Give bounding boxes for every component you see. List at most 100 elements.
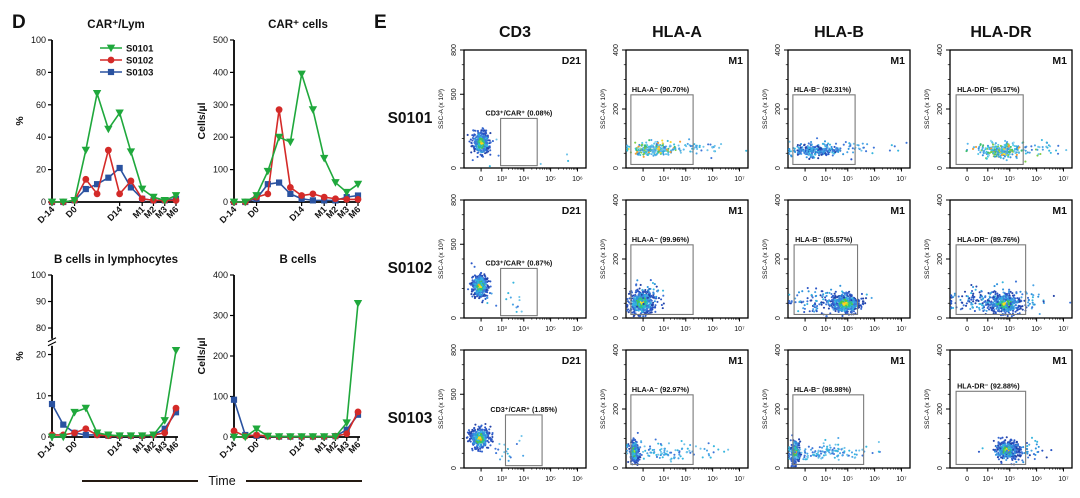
series-marker — [252, 425, 261, 434]
gate-rectangle — [792, 94, 856, 166]
y-tick-label: 10 — [36, 391, 46, 401]
x-tick-label: 10⁷ — [896, 476, 907, 483]
flow-plot-cell: SSC-A (x 10³) 0 500 800 0 10³ 10⁴ 10⁵ 10⁶ CD3⁺/CA… — [434, 344, 596, 494]
y-tick-label: 200 — [613, 103, 620, 115]
x-tick-label: 10⁴ — [820, 326, 831, 333]
x-tick-label: D14 — [105, 439, 124, 458]
x-tick-label: D0 — [246, 204, 261, 219]
flow-grid-corner-spacer — [386, 4, 434, 44]
x-tick-label: 10⁴ — [518, 176, 529, 183]
x-tick-label: 10⁵ — [842, 176, 853, 183]
y-tick-label: 0 — [775, 466, 782, 470]
x-tick-label: 10⁴ — [982, 476, 993, 483]
series-marker — [309, 190, 317, 198]
series-marker — [331, 179, 340, 187]
y-tick-label: 0 — [775, 316, 782, 320]
x-tick-label: 10⁶ — [707, 476, 718, 483]
series-marker — [127, 184, 135, 191]
x-tick-label: 10⁵ — [1004, 176, 1015, 183]
x-tick-label: M6 — [164, 204, 180, 220]
y-axis-title: SSC-A (x 10³) — [600, 389, 607, 429]
series-marker — [93, 190, 101, 198]
gate-rectangle — [955, 94, 1024, 166]
plot-frame — [625, 349, 749, 469]
y-tick-label: 800 — [451, 44, 458, 56]
y-tick-label: 0 — [451, 466, 458, 470]
x-tick-label: 10⁶ — [1031, 476, 1042, 483]
x-tick-label: 10⁵ — [1004, 326, 1015, 333]
x-tick-label: 10³ — [497, 176, 508, 183]
flow-plot-s0101-hla-dr: SSC-A (x 10³) 0 200 400 0 10⁴ 10⁵ 10⁶ 10⁷ HLA-DR⁻… — [924, 44, 1073, 183]
y-tick-label: 200 — [775, 253, 782, 265]
gate-label: HLA-DR⁻ (92.88%) — [957, 381, 1020, 390]
x-tick-label: 0 — [965, 326, 969, 333]
x-tick-label: 10⁷ — [896, 176, 907, 183]
column-header-hla-dr: HLA-DR — [970, 24, 1032, 41]
x-tick-label: 0 — [965, 476, 969, 483]
x-tick-label: 0 — [803, 326, 807, 333]
series-line — [52, 149, 176, 203]
axis-break — [47, 341, 57, 347]
x-tick-label: 10⁷ — [1058, 476, 1069, 483]
series-marker — [106, 44, 116, 53]
chart-title-car-cells: CAR⁺ cells — [268, 19, 328, 31]
x-tick-label: D-14 — [218, 204, 239, 225]
y-tick-label: 0 — [41, 432, 46, 442]
x-tick-label: M6 — [346, 439, 362, 455]
legend-label: S0103 — [126, 68, 153, 79]
y-tick-label: 0 — [613, 316, 620, 320]
series-marker — [82, 425, 90, 433]
y-tick-label: 20 — [36, 165, 46, 175]
y-axis-title: SSC-A (x 10³) — [924, 239, 931, 279]
series-marker — [115, 432, 124, 440]
y-axis-title: % — [14, 116, 26, 126]
x-tick-label: D-14 — [36, 439, 57, 460]
series-marker — [353, 299, 363, 308]
x-tick-label: 0 — [641, 176, 645, 183]
flow-plot-s0103-cd3: SSC-A (x 10³) 0 500 800 0 10³ 10⁴ 10⁵ 10⁶ CD3⁺/CA… — [438, 344, 587, 483]
flow-plot-cell: SSC-A (x 10³) 0 200 400 0 10⁴ 10⁵ 10⁶ 10⁷ HLA-B⁻ … — [758, 194, 920, 344]
series-marker — [252, 192, 261, 200]
gate-rectangle — [630, 394, 694, 466]
legend-label: S0101 — [126, 44, 154, 55]
series-marker — [229, 198, 239, 207]
timepoint-label: M1 — [1052, 55, 1067, 67]
time-axis-label: Time — [208, 474, 236, 488]
time-axis: Time — [82, 474, 363, 488]
series-marker — [297, 70, 306, 79]
series-marker — [149, 193, 158, 202]
y-tick-label: 0 — [41, 197, 46, 207]
gate-label: HLA-B⁻ (92.31%) — [794, 85, 852, 94]
gate-label: HLA-A⁻ (99.96%) — [632, 235, 690, 244]
series-marker — [171, 192, 181, 200]
series-line — [234, 73, 359, 203]
x-tick-label: D14 — [105, 204, 124, 223]
gate-label: HLA-B⁻ (85.57%) — [795, 235, 853, 244]
series-marker — [126, 432, 136, 440]
series-marker — [160, 196, 169, 205]
gate-rectangle — [793, 244, 859, 316]
series-marker — [137, 185, 147, 194]
y-tick-label: 500 — [451, 238, 458, 250]
y-tick-label: 200 — [613, 253, 620, 265]
y-tick-label: 100 — [31, 270, 46, 280]
flow-plot-cell: SSC-A (x 10³) 0 200 400 0 10⁴ 10⁵ 10⁶ 10⁷ HLA-DR⁻… — [920, 344, 1080, 494]
y-tick-label: 200 — [775, 103, 782, 115]
x-tick-label: 10⁴ — [820, 476, 831, 483]
y-axis-title: SSC-A (x 10³) — [600, 239, 607, 279]
x-tick-label: 10⁵ — [545, 326, 556, 333]
y-axis-title: SSC-A (x 10³) — [438, 89, 445, 129]
flow-plot-s0102-hla-a: SSC-A (x 10³) 0 200 400 0 10⁴ 10⁵ 10⁶ 10⁷ HLA-A⁻ … — [600, 194, 749, 333]
column-header-hla-a: HLA-A — [652, 24, 702, 41]
timepoint-label: M1 — [1052, 355, 1067, 367]
series-marker — [287, 190, 294, 197]
series-marker — [274, 133, 284, 142]
x-tick-label: 0 — [641, 326, 645, 333]
x-tick-label: 0 — [965, 176, 969, 183]
flow-plot-s0103-hla-b: SSC-A (x 10³) 0 200 400 0 10⁴ 10⁵ 10⁶ 10⁷ HLA-B⁻ … — [762, 344, 911, 483]
y-tick-label: 400 — [937, 194, 944, 206]
y-tick-label: 0 — [451, 316, 458, 320]
flow-plot-cell: SSC-A (x 10³) 0 200 400 0 10⁴ 10⁵ 10⁶ 10⁷ HLA-DR⁻… — [920, 194, 1080, 344]
